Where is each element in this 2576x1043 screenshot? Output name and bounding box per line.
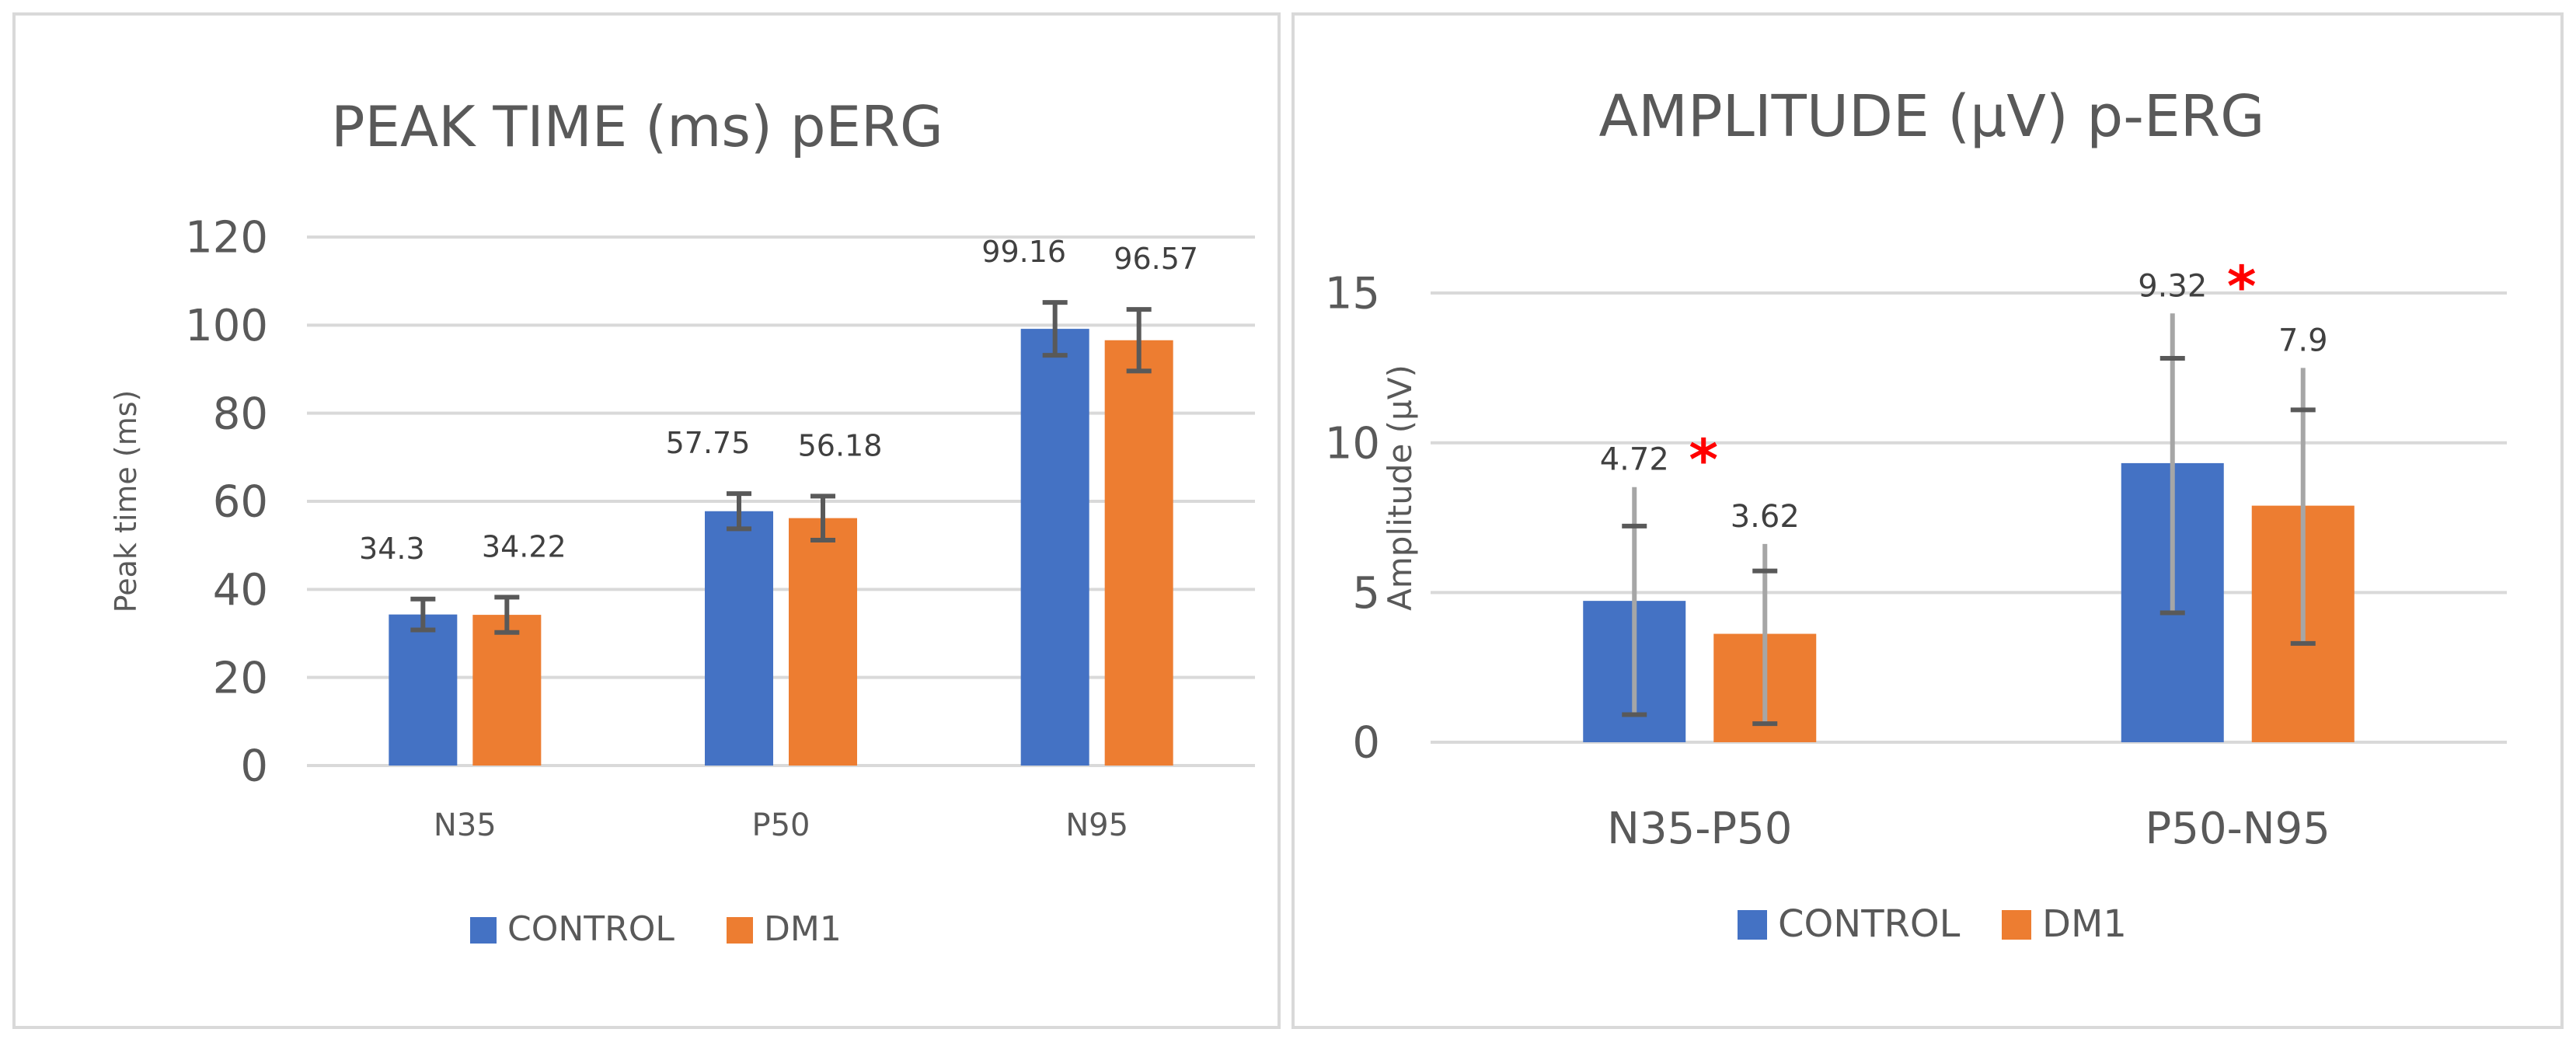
y-tick-label: 0: [240, 741, 268, 792]
x-category-label: P50: [751, 808, 810, 843]
y-tick-label: 100: [185, 301, 268, 351]
y-tick-label: 60: [213, 477, 268, 528]
legend-label-dm1: DM1: [764, 909, 842, 949]
data-label: 96.57: [1114, 242, 1198, 276]
y-axis-label: Peak time (ms): [109, 390, 143, 613]
legend-swatch-control: [470, 917, 497, 944]
chart-panel-amplitude: AMPLITUDE (µV) p-ERG 0 5 10 15 Amplitude (µV)…: [1291, 12, 2564, 1029]
data-label: 9.32: [2138, 268, 2207, 304]
data-label: 3.62: [1731, 499, 1800, 535]
data-label: 57.75: [666, 426, 751, 460]
legend-label-dm1: DM1: [2042, 902, 2127, 946]
significance-asterisk: *: [2227, 253, 2257, 319]
x-category-label: N35: [434, 808, 497, 843]
y-tick-label: 120: [185, 213, 268, 263]
x-category-label: P50-N95: [2146, 804, 2330, 854]
legend-label-control: CONTROL: [507, 909, 675, 949]
data-label: 99.16: [981, 235, 1066, 269]
x-category-label: N95: [1065, 808, 1128, 843]
y-tick-label: 20: [213, 653, 268, 703]
y-tick-label: 5: [1352, 568, 1380, 619]
significance-asterisk: *: [1689, 427, 1718, 493]
bar-dm1-n35: [472, 615, 542, 766]
data-label: 7.9: [2278, 323, 2328, 358]
data-label: 34.22: [482, 529, 566, 563]
legend-swatch-control: [1738, 910, 1767, 940]
bar-control-p50: [705, 511, 773, 766]
legend-label-control: CONTROL: [1778, 902, 1961, 946]
x-category-label: N35-P50: [1607, 804, 1792, 854]
y-tick-label: 80: [213, 389, 268, 439]
data-label: 56.18: [798, 428, 883, 462]
chart-title: PEAK TIME (ms) pERG: [331, 94, 943, 159]
amplitude-chart: AMPLITUDE (µV) p-ERG 0 5 10 15 Amplitude (µV)…: [1325, 83, 2507, 946]
y-tick-label: 10: [1325, 418, 1380, 469]
y-tick-label: 0: [1352, 718, 1380, 769]
chart-title: AMPLITUDE (µV) p-ERG: [1599, 83, 2265, 150]
legend-swatch-dm1: [727, 917, 753, 944]
bar-control-n95: [1020, 329, 1089, 766]
chart-panel-peak-time: PEAK TIME (ms) pERG 0 20 40 60 80 100 120 Peak t…: [12, 12, 1281, 1029]
bar-dm1-p50: [789, 518, 857, 766]
legend-swatch-dm1: [2002, 910, 2031, 940]
bar-dm1-n95: [1104, 340, 1173, 766]
bar-control-n35: [389, 614, 458, 766]
y-axis-label: Amplitude (µV): [1381, 365, 1419, 611]
data-label: 4.72: [1600, 442, 1669, 478]
data-label: 34.3: [359, 532, 425, 566]
peak-time-chart: PEAK TIME (ms) pERG 0 20 40 60 80 100 120 Peak t…: [109, 94, 1255, 949]
y-tick-label: 40: [213, 565, 268, 616]
y-tick-label: 15: [1325, 269, 1380, 319]
